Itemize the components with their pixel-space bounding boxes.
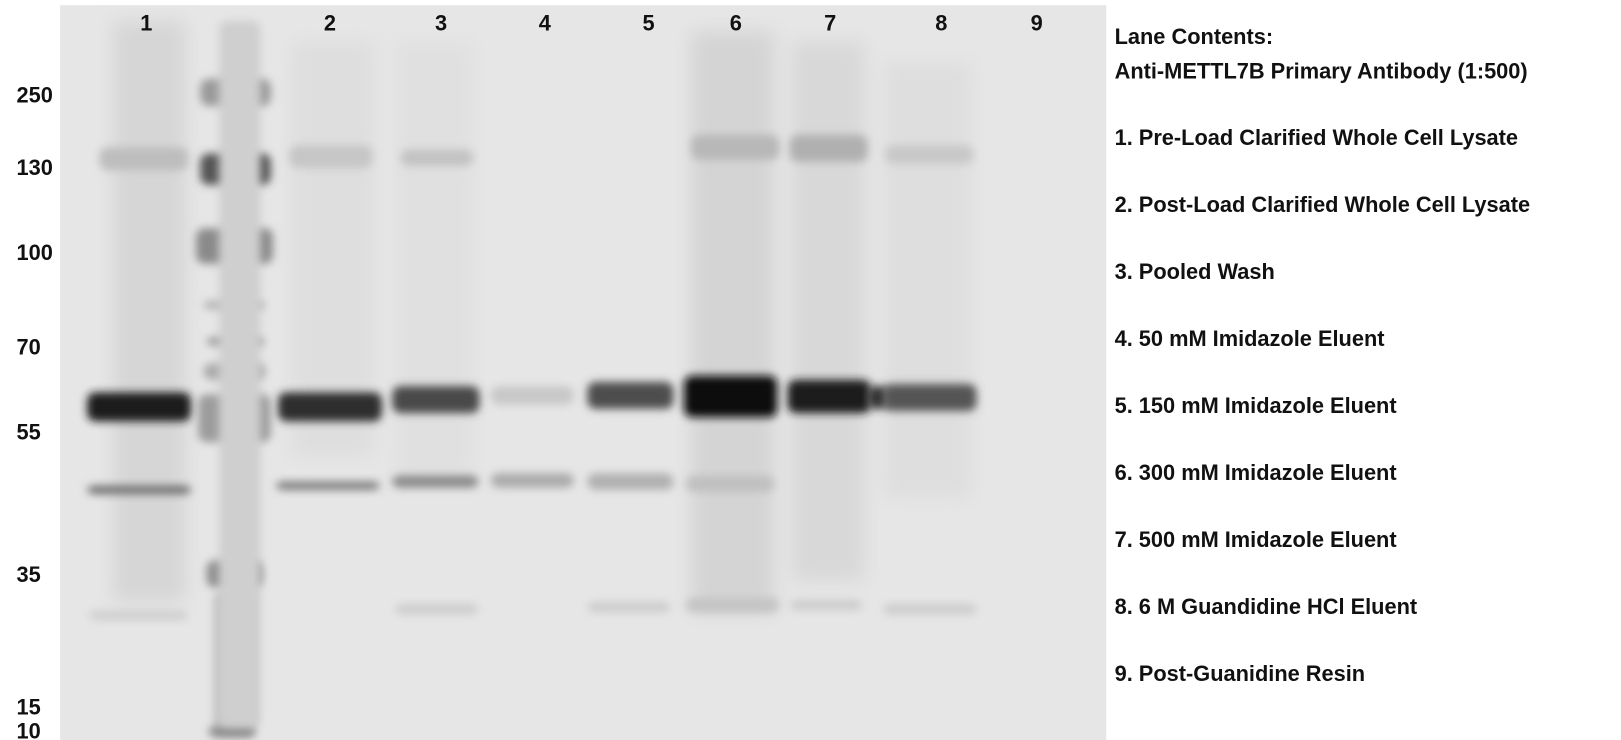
band — [392, 386, 479, 413]
smear — [691, 31, 774, 612]
band — [491, 473, 574, 488]
band — [219, 21, 261, 727]
legend-item: 1. Pre-Load Clarified Whole Cell Lysate — [1115, 125, 1518, 150]
legend-item: 2. Post-Load Clarified Whole Cell Lysate — [1115, 192, 1531, 217]
band — [788, 380, 871, 413]
band — [587, 473, 673, 490]
band — [885, 145, 973, 164]
band — [278, 392, 382, 421]
band — [790, 600, 863, 610]
band — [587, 382, 673, 409]
legend-title: Lane Contents: — [1115, 24, 1274, 49]
legend-item: 6. 300 mM Imidazole Eluent — [1115, 460, 1397, 485]
legend-item: 8. 6 M Guandidine HCl Eluent — [1115, 594, 1418, 619]
legend-subtitle: Anti-METTL7B Primary Antibody (1:500) — [1115, 58, 1528, 83]
marker-label: 35 — [17, 562, 41, 587]
lane-label: 6 — [730, 11, 742, 36]
marker-label: 15 — [17, 695, 41, 720]
band — [401, 149, 474, 166]
legend-item: 3. Pooled Wash — [1115, 259, 1275, 284]
legend-item: 4. 50 mM Imidazole Eluent — [1115, 326, 1385, 351]
band — [209, 727, 256, 737]
band — [686, 598, 779, 613]
band — [89, 610, 188, 620]
lane-label: 3 — [435, 11, 447, 36]
band — [790, 135, 868, 162]
lane-label: 1 — [140, 11, 152, 36]
lane-label: 2 — [324, 11, 336, 36]
lane-label: 8 — [935, 11, 947, 36]
legend-item: 5. 150 mM Imidazole Eluent — [1115, 393, 1397, 418]
legend-item: 7. 500 mM Imidazole Eluent — [1115, 527, 1397, 552]
lane-label: 4 — [539, 11, 551, 36]
band — [691, 135, 779, 160]
band — [392, 475, 478, 487]
band — [883, 384, 976, 411]
figure: 1 2 3 4 5 6 7 8 9 250 130 100 70 55 35 1510 Lane Content… — [0, 0, 1621, 740]
band — [395, 604, 478, 614]
band — [684, 376, 777, 418]
marker-label: 250 — [17, 82, 53, 107]
band — [87, 486, 191, 494]
legend-item: 9. Post-Guanidine Resin — [1115, 661, 1366, 686]
marker-label: 55 — [17, 420, 41, 445]
band — [87, 392, 191, 421]
page: 1 2 3 4 5 6 7 8 9 250 130 100 70 55 35 1510 Lane Content… — [0, 0, 1621, 740]
marker-label: 130 — [17, 155, 53, 180]
lane-label: 7 — [824, 11, 836, 36]
marker-label: 70 — [17, 334, 41, 359]
smear — [792, 42, 865, 582]
band — [686, 475, 774, 492]
band — [100, 147, 188, 170]
marker-label: 10 — [17, 718, 41, 740]
band — [883, 604, 976, 614]
lane-label: 9 — [1031, 11, 1043, 36]
band — [491, 386, 574, 405]
band — [587, 602, 670, 612]
band — [289, 145, 372, 168]
marker-label: 100 — [17, 240, 53, 265]
smear — [883, 62, 971, 498]
smear — [113, 21, 186, 602]
lane-label: 5 — [643, 11, 655, 36]
band — [276, 482, 380, 490]
